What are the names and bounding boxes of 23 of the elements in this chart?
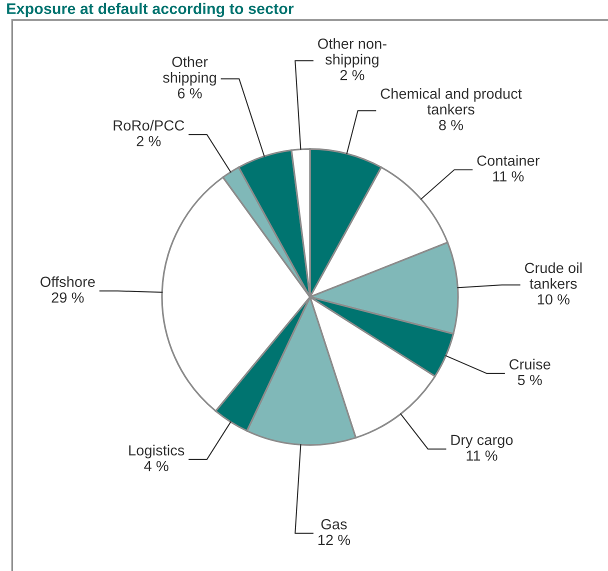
data-label: 11 % [493, 171, 524, 182]
slice-label: Container [477, 155, 540, 166]
data-label: 6 % [178, 88, 202, 98]
data-label: 8 % [439, 120, 464, 130]
data-label: 11 % [466, 450, 498, 461]
slice-label: Chemical and product tankers [380, 88, 522, 115]
slice-label: Other non- shipping [318, 38, 386, 68]
slice-label: Other shipping [162, 56, 216, 86]
slice-label: RoRo/PCC [114, 120, 184, 131]
data-label: 2 % [136, 136, 161, 146]
slice-label: Offshore [40, 276, 95, 288]
slice-label: Dry cargo [451, 434, 513, 448]
slice-label: Crude oil tankers [524, 262, 582, 289]
slice-label: Gas [321, 519, 347, 530]
data-label: 12 % [318, 534, 350, 546]
slice-label: Cruise [510, 358, 550, 370]
data-label: 4 % [144, 460, 168, 472]
data-label: 10 % [538, 294, 570, 305]
data-label: 29 % [52, 292, 84, 303]
data-label: 2 % [340, 70, 364, 80]
slice-label: Logistics [129, 444, 184, 458]
chart-title: Exposure at default according to sector [7, 2, 294, 18]
data-label: 5 % [518, 374, 542, 386]
